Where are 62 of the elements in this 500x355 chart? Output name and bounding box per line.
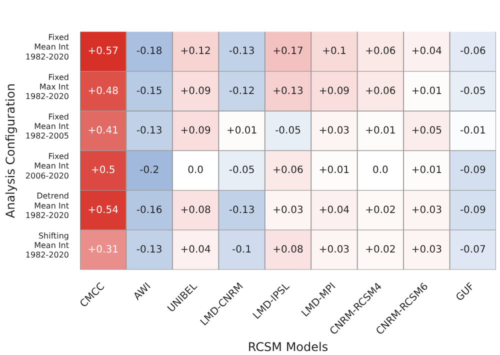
- data-label: +0.04: [411, 46, 442, 58]
- data-label: +0.12: [180, 46, 211, 58]
- data-label: +0.17: [272, 46, 304, 58]
- data-label: +0.5: [90, 165, 116, 176]
- y-tick-label: Fixed Mean Int 2006-2020: [25, 152, 70, 180]
- data-label: +0.01: [318, 165, 350, 176]
- data-label: +0.41: [88, 126, 118, 137]
- data-label: +0.54: [88, 204, 118, 216]
- data-label: -0.05: [275, 126, 301, 137]
- data-label: +0.31: [88, 244, 118, 256]
- data-label: +0.05: [411, 126, 442, 137]
- data-label: -0.01: [460, 126, 486, 137]
- data-label: +0.04: [318, 204, 350, 216]
- data-label: +0.09: [318, 86, 350, 97]
- data-label: +0.04: [180, 244, 211, 256]
- data-label: -0.16: [136, 204, 162, 216]
- data-label: -0.05: [460, 86, 486, 97]
- y-tick-label: Fixed Mean Int 1982-2020: [25, 33, 70, 62]
- data-label: +0.01: [411, 86, 442, 97]
- y-tick-label: Shifting Mean Int 1982-2020: [25, 231, 70, 260]
- data-label: -0.13: [228, 204, 255, 216]
- data-label: -0.2: [140, 165, 160, 176]
- data-label: -0.15: [136, 86, 162, 97]
- y-tick-label: Detrend Mean Int 1982-2020: [25, 192, 70, 220]
- data-label: -0.13: [228, 46, 255, 58]
- data-label: +0.06: [272, 165, 304, 176]
- data-label: -0.12: [228, 86, 255, 97]
- data-label: +0.1: [322, 46, 346, 58]
- data-label: +0.03: [411, 244, 442, 256]
- x-axis-title: RCSM Models: [248, 340, 328, 354]
- data-label: -0.09: [460, 204, 486, 216]
- data-label: +0.08: [272, 244, 304, 256]
- data-label: -0.09: [460, 165, 486, 176]
- data-label: +0.02: [365, 244, 396, 256]
- data-label: +0.57: [88, 46, 118, 58]
- data-label: +0.03: [318, 244, 350, 256]
- data-label: +0.13: [272, 86, 304, 97]
- data-label: +0.06: [365, 46, 396, 58]
- data-label: +0.03: [272, 204, 304, 216]
- data-label: -0.1: [232, 244, 252, 256]
- data-label: +0.09: [180, 126, 211, 137]
- data-label: -0.07: [460, 244, 486, 256]
- data-label: +0.03: [318, 126, 350, 137]
- data-label: 0.0: [372, 165, 388, 176]
- y-axis-title: Analysis Configuration: [3, 83, 18, 218]
- data-label: +0.06: [365, 86, 396, 97]
- data-label: -0.06: [460, 46, 486, 58]
- data-label: +0.09: [180, 86, 211, 97]
- data-label: -0.18: [136, 46, 162, 58]
- data-label: -0.13: [136, 244, 162, 256]
- y-tick-label: Fixed Mean Int 1982-2005: [25, 112, 70, 141]
- data-label: +0.02: [365, 204, 396, 216]
- y-tick-label: Fixed Max Int 1982-2020: [25, 72, 70, 101]
- data-label: +0.48: [88, 86, 118, 97]
- data-label: +0.03: [411, 204, 442, 216]
- data-label: +0.01: [226, 126, 258, 137]
- data-label: -0.05: [228, 165, 255, 176]
- data-label: +0.08: [180, 204, 211, 216]
- data-label: +0.01: [365, 126, 396, 137]
- data-label: -0.13: [136, 126, 162, 137]
- data-label: 0.0: [188, 165, 204, 176]
- data-label: +0.01: [411, 165, 442, 176]
